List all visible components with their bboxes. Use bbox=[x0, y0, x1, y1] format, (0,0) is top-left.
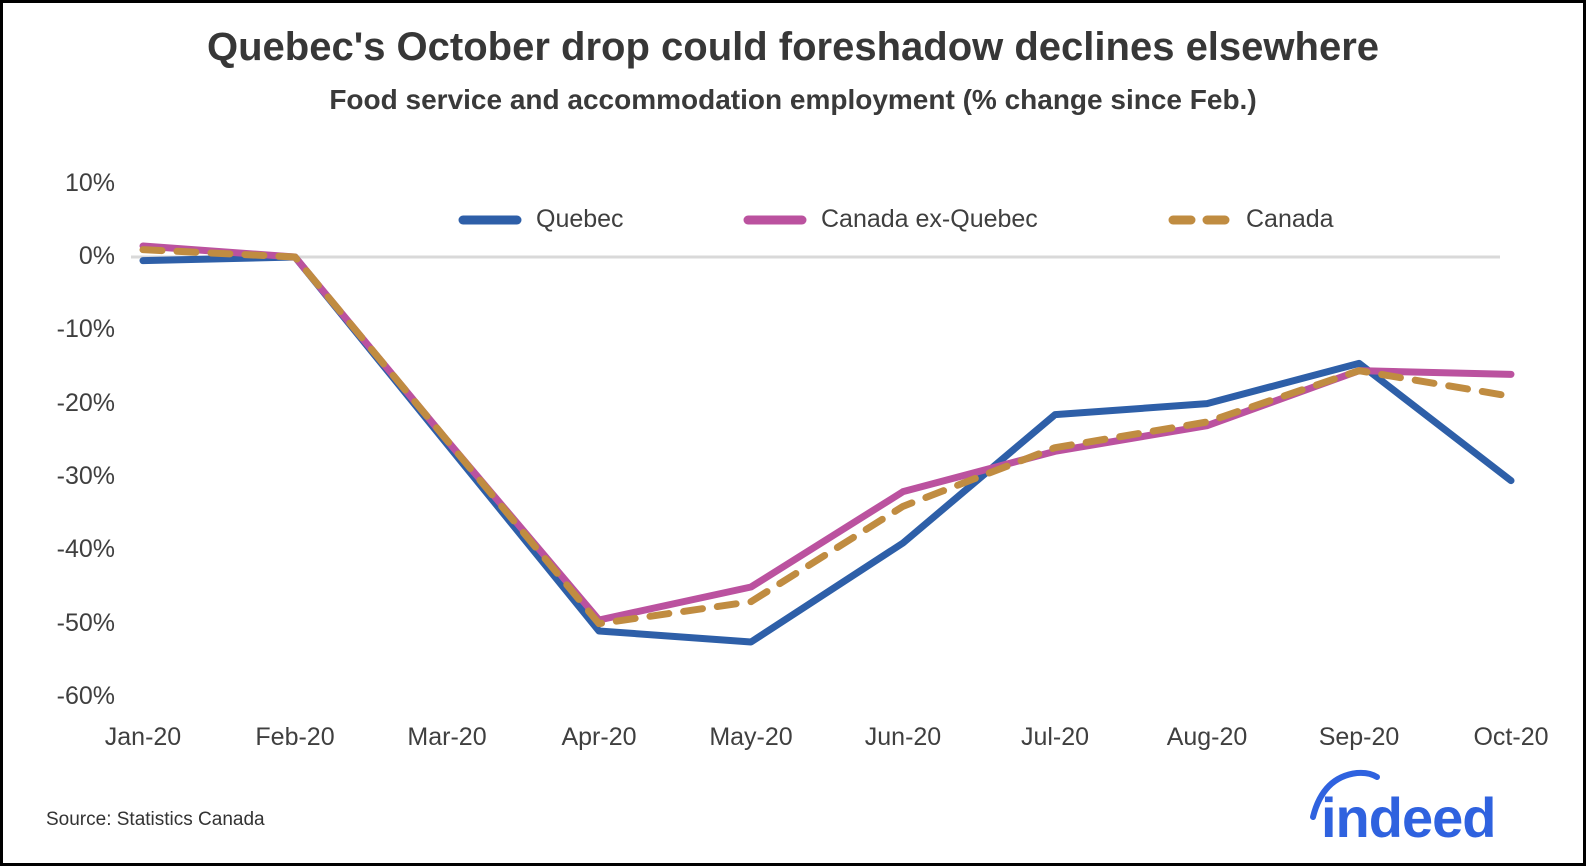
y-tick-label: 10% bbox=[64, 168, 115, 197]
legend-label: Quebec bbox=[536, 205, 624, 233]
legend-item-canada-ex-quebec: Canada ex-Quebec bbox=[743, 205, 1038, 234]
x-tick-label: Oct-20 bbox=[1473, 723, 1549, 751]
source-note: Source: Statistics Canada bbox=[46, 809, 265, 830]
series-line-canada-ex-quebec bbox=[139, 242, 1515, 624]
legend-swatch bbox=[458, 215, 522, 224]
logo-text: indeed bbox=[1321, 786, 1496, 849]
y-tick-label: -40% bbox=[56, 535, 115, 564]
legend-label: Canada bbox=[1246, 205, 1334, 233]
series-line-quebec bbox=[139, 253, 1515, 646]
chart-subtitle: Food service and accommodation employmen… bbox=[329, 84, 1257, 115]
chart-title: Quebec's October drop could foreshadow d… bbox=[206, 25, 1380, 69]
chart-canvas bbox=[131, 242, 1515, 646]
x-tick-label: Feb-20 bbox=[255, 723, 335, 751]
x-tick-label: Aug-20 bbox=[1166, 723, 1248, 751]
y-tick-label: -10% bbox=[56, 315, 115, 344]
legend-item-canada: Canada bbox=[1168, 205, 1334, 234]
legend-swatch bbox=[1168, 215, 1232, 224]
logo-swoosh-icon bbox=[1310, 769, 1380, 820]
legend-label: Canada ex-Quebec bbox=[821, 205, 1038, 233]
y-tick-label: -60% bbox=[56, 681, 115, 710]
series-line-canada bbox=[139, 246, 1515, 628]
x-tick-label: Mar-20 bbox=[407, 723, 487, 751]
x-tick-label: Jul-20 bbox=[1020, 723, 1090, 751]
x-tick-label: Jun-20 bbox=[864, 723, 942, 751]
indeed-logo: indeed bbox=[1305, 765, 1535, 851]
x-tick-label: May-20 bbox=[709, 723, 793, 751]
legend-item-quebec: Quebec bbox=[458, 205, 624, 234]
y-tick-label: -20% bbox=[56, 388, 115, 417]
y-tick-label: -30% bbox=[56, 461, 115, 490]
y-tick-label: -50% bbox=[56, 608, 115, 637]
x-tick-label: Jan-20 bbox=[104, 723, 182, 751]
x-tick-label: Sep-20 bbox=[1318, 723, 1400, 751]
y-tick-label: 0% bbox=[78, 242, 115, 270]
legend-swatch bbox=[743, 215, 807, 224]
x-tick-label: Apr-20 bbox=[561, 723, 637, 751]
